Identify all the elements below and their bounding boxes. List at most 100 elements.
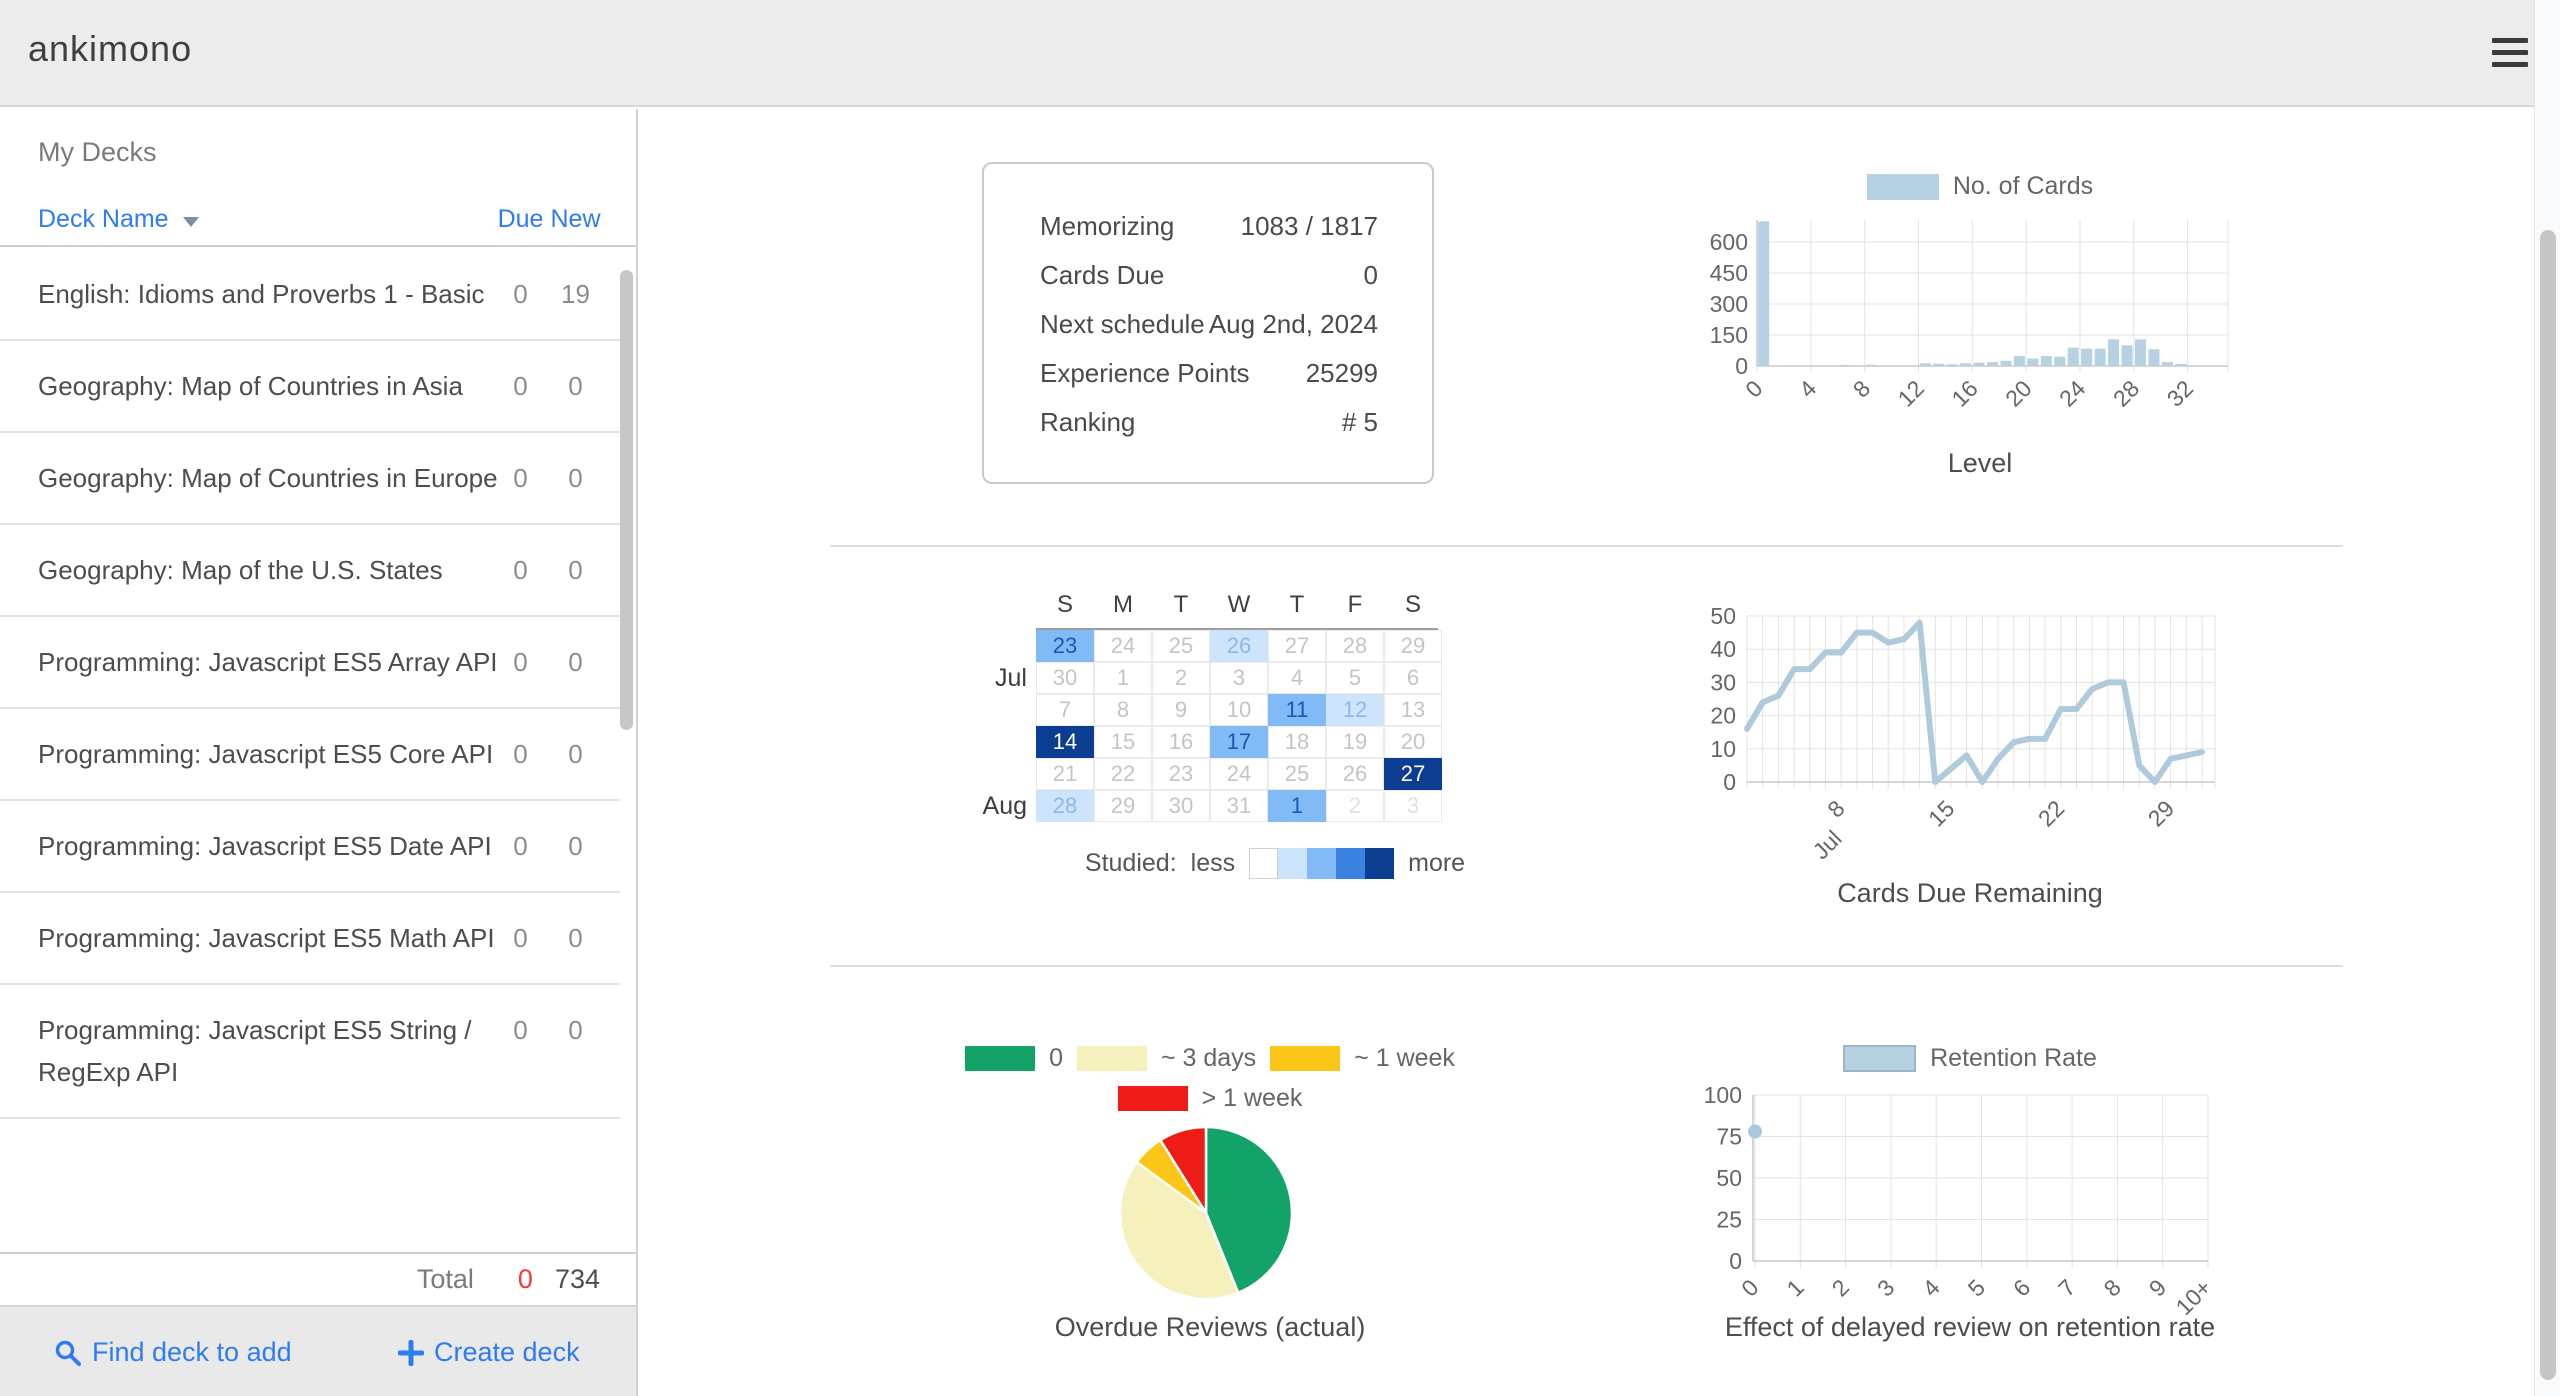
deck-row[interactable]: Programming: Javascript ES5 Math API 0 0 <box>0 893 620 985</box>
legend-swatch <box>1336 848 1366 879</box>
find-deck-button[interactable]: Find deck to add <box>54 1307 292 1396</box>
deck-name-sort-label: Deck Name <box>38 205 169 233</box>
stat-label: Memorizing <box>1040 211 1175 241</box>
sidebar-footer: Find deck to add Create deck <box>0 1305 636 1396</box>
cards-due-remaining-chart: 0 10 20 30 40 50 8 15 22 29 Jul <box>1710 603 2216 864</box>
legend-swatch <box>1365 848 1395 879</box>
stats-card: Memorizing 1083 / 1817 Cards Due 0 Next sche… <box>982 162 1434 484</box>
calendar-day-header: W <box>1227 591 1251 618</box>
deck-row[interactable]: English: Idioms and Proverbs 1 - Basic 0 1… <box>0 249 620 341</box>
calendar-day-cell: 21 <box>1036 758 1094 790</box>
legend-swatch <box>1866 173 1939 200</box>
svg-text:0: 0 <box>1740 375 1767 402</box>
deck-name: English: Idioms and Proverbs 1 - Basic <box>38 279 485 309</box>
divider <box>830 545 2343 547</box>
svg-text:30: 30 <box>1710 669 1736 695</box>
deck-name: Programming: Javascript ES5 Core API <box>38 739 494 769</box>
stat-row: Memorizing 1083 / 1817 <box>1040 202 1378 251</box>
studied-legend-less: less <box>1190 849 1236 877</box>
deck-name: Geography: Map of Countries in Asia <box>38 371 463 401</box>
legend-swatch <box>1843 1045 1917 1072</box>
deck-list-scrollbar[interactable] <box>620 270 633 730</box>
deck-list: English: Idioms and Proverbs 1 - Basic 0 1… <box>0 249 620 1252</box>
calendar-day-cell: 1 <box>1094 662 1152 694</box>
deck-row[interactable]: Programming: Javascript ES5 Core API 0 0 <box>0 709 620 801</box>
calendar-month-label: Aug <box>982 792 1027 820</box>
deck-due-count: 0 <box>513 739 528 769</box>
calendar-day-cell: 10 <box>1210 694 1268 726</box>
deck-new-count: 0 <box>568 555 583 585</box>
studied-legend-swatches <box>1249 848 1395 879</box>
svg-text:22: 22 <box>2033 795 2069 831</box>
svg-text:9: 9 <box>2144 1274 2171 1301</box>
create-deck-button[interactable]: Create deck <box>398 1307 580 1396</box>
calendar-day-cell: 23 <box>1036 630 1094 662</box>
svg-text:8: 8 <box>2099 1274 2126 1301</box>
stat-label: Ranking <box>1040 407 1136 437</box>
legend-swatch <box>1307 848 1337 879</box>
new-column-header[interactable]: New <box>550 205 601 233</box>
app-logo[interactable]: ankimono <box>28 28 193 69</box>
calendar-day-cell: 24 <box>1094 630 1152 662</box>
chevron-down-icon <box>182 216 199 227</box>
deck-row[interactable]: Programming: Javascript ES5 String / Reg… <box>0 985 620 1119</box>
deck-name-sort[interactable]: Deck Name <box>38 205 199 234</box>
calendar-day-cell: 18 <box>1268 726 1326 758</box>
calendar-day-cell: 25 <box>1268 758 1326 790</box>
deck-name: Programming: Javascript ES5 Array API <box>38 647 498 677</box>
calendar-day-header: S <box>1056 591 1073 618</box>
calendar-day-cell: 1 <box>1268 790 1326 822</box>
svg-text:150: 150 <box>1710 322 1748 348</box>
overdue-reviews-legend-row1: 0 ~ 3 days ~ 1 week <box>960 1044 1460 1073</box>
deck-due-count: 0 <box>513 923 528 953</box>
calendar-day-cell: 30 <box>1036 662 1094 694</box>
search-icon <box>55 1340 81 1366</box>
calendar-day-header: T <box>1173 591 1189 618</box>
deck-row[interactable]: Programming: Javascript ES5 Array API 0 0 <box>0 617 620 709</box>
divider <box>830 965 2343 967</box>
svg-text:16: 16 <box>1946 375 1982 411</box>
calendar-day-cell: 8 <box>1094 694 1152 726</box>
deck-row[interactable]: Geography: Map of Countries in Europe 0 0 <box>0 433 620 525</box>
stat-label: Cards Due <box>1040 260 1165 290</box>
deck-row[interactable]: Programming: Javascript ES5 Date API 0 0 <box>0 801 620 893</box>
calendar-day-header: M <box>1113 591 1133 618</box>
legend-swatch <box>1076 1046 1147 1071</box>
svg-text:24: 24 <box>2054 375 2091 412</box>
calendar-day-header: T <box>1289 591 1305 618</box>
deck-due-count: 0 <box>513 371 528 401</box>
deck-new-count: 19 <box>561 279 590 309</box>
calendar-day-cell: 25 <box>1152 630 1210 662</box>
deck-due-count: 0 <box>513 279 528 309</box>
deck-name: Programming: Javascript ES5 Math API <box>38 923 495 953</box>
svg-text:4: 4 <box>1794 375 1822 403</box>
svg-text:29: 29 <box>2143 795 2179 831</box>
due-column-header[interactable]: Due <box>497 205 544 233</box>
stat-value: 25299 <box>1305 358 1378 388</box>
create-deck-label: Create deck <box>434 1337 580 1367</box>
calendar-day-cell: 6 <box>1384 662 1442 694</box>
legend-label: ~ 1 week <box>1354 1044 1455 1072</box>
deck-due-count: 0 <box>513 555 528 585</box>
page-scrollbar-thumb[interactable] <box>2540 230 2556 1380</box>
calendar-day-cell: 3 <box>1384 790 1442 822</box>
svg-text:25: 25 <box>1716 1207 1742 1233</box>
stat-value: Aug 2nd, 2024 <box>1208 309 1378 339</box>
svg-text:7: 7 <box>2053 1274 2080 1301</box>
deck-name: Programming: Javascript ES5 Date API <box>38 831 492 861</box>
legend-swatch <box>1117 1086 1188 1111</box>
menu-icon[interactable] <box>2492 38 2528 67</box>
legend-swatch <box>965 1046 1036 1071</box>
deck-row[interactable]: Geography: Map of Countries in Asia 0 0 <box>0 341 620 433</box>
header: ankimono <box>0 0 2560 107</box>
svg-text:50: 50 <box>1716 1165 1742 1191</box>
cards-per-level-xlabel: Level <box>1947 448 2013 478</box>
calendar-day-cell: 11 <box>1268 694 1326 726</box>
calendar-day-cell: 7 <box>1036 694 1094 726</box>
total-new-count: 734 <box>554 1264 600 1294</box>
calendar-day-cell: 14 <box>1036 726 1094 758</box>
legend-swatch <box>1249 848 1279 879</box>
deck-name: Geography: Map of the U.S. States <box>38 555 443 585</box>
calendar-day-header: S <box>1404 591 1421 618</box>
deck-row[interactable]: Geography: Map of the U.S. States 0 0 <box>0 525 620 617</box>
